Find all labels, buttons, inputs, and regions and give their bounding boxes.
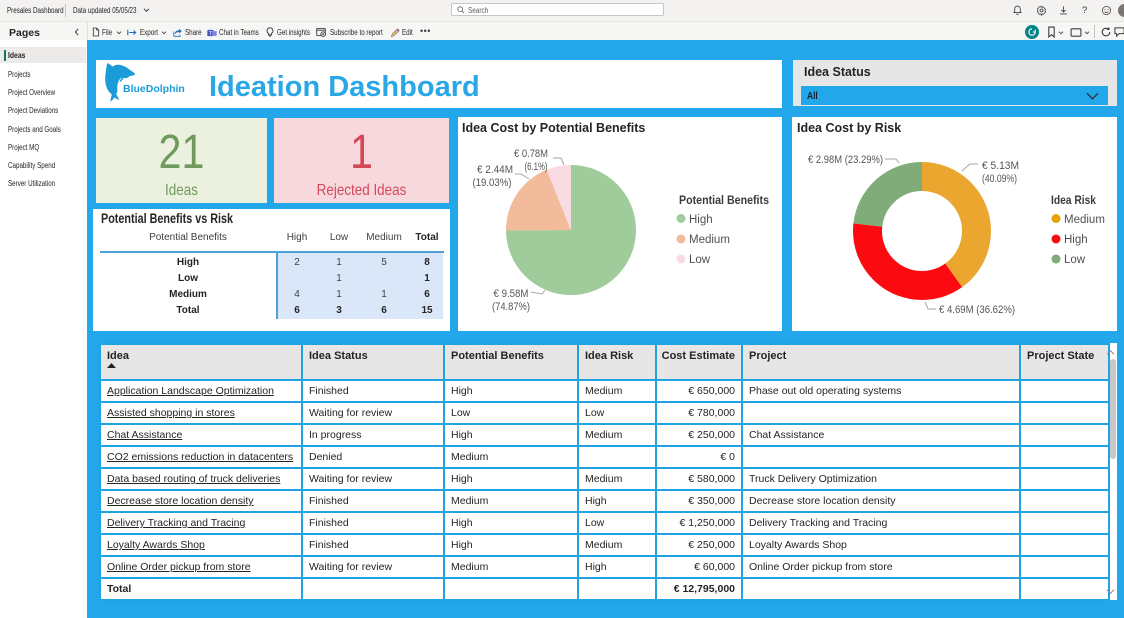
svg-text:Idea Risk: Idea Risk: [1051, 193, 1096, 207]
svg-text:Medium: Medium: [1064, 214, 1105, 226]
svg-text:T: T: [209, 31, 213, 37]
svg-text:Potential Benefits: Potential Benefits: [679, 193, 769, 207]
svg-text:€ 2.98M (23.29%): € 2.98M (23.29%): [808, 154, 883, 166]
svg-text:€ 2.44M: € 2.44M: [477, 164, 513, 176]
svg-text:(19.03%): (19.03%): [473, 177, 512, 189]
svg-text:High: High: [1064, 234, 1088, 246]
svg-text:(74.87%): (74.87%): [492, 301, 530, 313]
svg-text:(40.09%): (40.09%): [982, 173, 1017, 185]
svg-text:€ 5.13M: € 5.13M: [982, 160, 1019, 172]
svg-text:Medium: Medium: [689, 234, 730, 246]
svg-text:Low: Low: [1064, 254, 1086, 266]
svg-text:Low: Low: [689, 254, 711, 266]
svg-text:(6.1%): (6.1%): [525, 161, 548, 173]
svg-text:High: High: [689, 214, 713, 226]
svg-text:€ 9.58M: € 9.58M: [494, 288, 529, 300]
svg-text:€ 0.78M: € 0.78M: [514, 148, 548, 160]
svg-text:€ 4.69M (36.62%): € 4.69M (36.62%): [939, 304, 1015, 316]
